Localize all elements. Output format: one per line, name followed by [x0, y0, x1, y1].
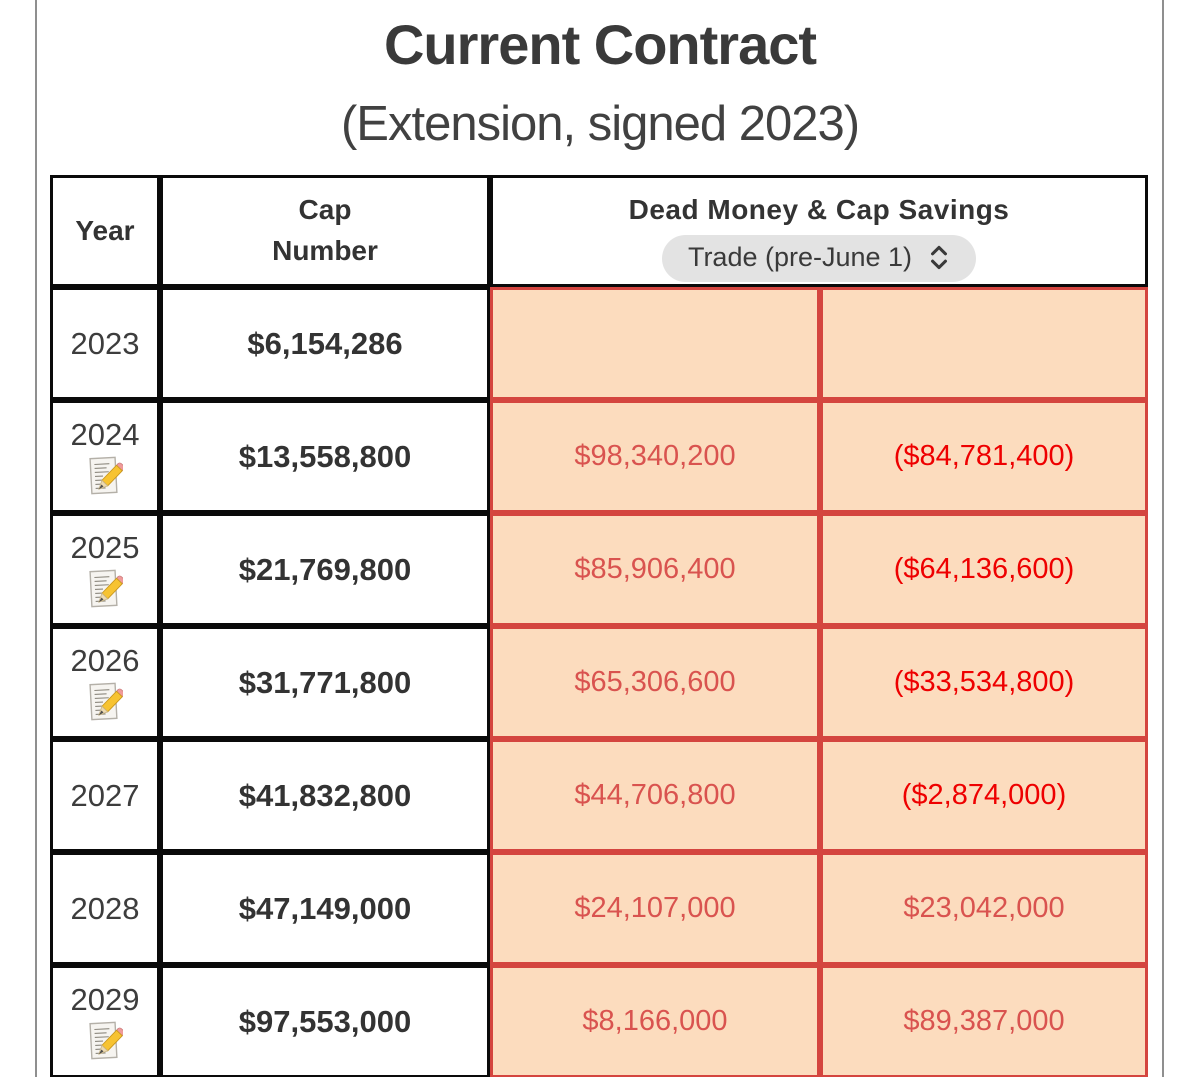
table-row: 2025	[50, 513, 1149, 626]
cap-number-cell: $13,558,800	[160, 400, 490, 513]
cap-savings-cell: ($84,781,400)	[820, 400, 1149, 513]
year-cell: 2025	[50, 513, 160, 626]
year-label: 2028	[70, 890, 140, 926]
year-cell: 2028	[50, 852, 160, 965]
dead-money-cell: $65,306,600	[490, 626, 820, 739]
year-label: 2027	[70, 777, 140, 813]
cap-number-cell: $6,154,286	[160, 287, 490, 400]
note-pencil-icon[interactable]	[87, 568, 123, 610]
cap-savings-cell	[820, 287, 1149, 400]
dead-money-group-label: Dead Money & Cap Savings	[628, 194, 1010, 225]
year-label: 2026	[70, 642, 140, 678]
year-label: 2023	[70, 325, 140, 361]
table-row: 2024	[50, 400, 1149, 513]
table-row: 2023 $6,154,286	[50, 287, 1149, 400]
note-pencil-icon[interactable]	[87, 681, 123, 723]
header-row: Year Cap Number Dead Money & Cap Savings…	[50, 175, 1149, 287]
note-pencil-icon[interactable]	[87, 455, 123, 497]
cap-savings-cell: $89,387,000	[820, 965, 1149, 1077]
page-title: Current Contract	[383, 13, 817, 76]
cap-number-cell: $21,769,800	[160, 513, 490, 626]
table-row: 2029	[50, 965, 1149, 1077]
cap-number-cell: $47,149,000	[160, 852, 490, 965]
chevron-up-down-icon	[931, 245, 948, 270]
dead-money-cell: $44,706,800	[490, 739, 820, 852]
contract-table: Year Cap Number Dead Money & Cap Savings…	[50, 175, 1149, 1077]
note-pencil-icon[interactable]	[87, 1020, 123, 1062]
year-label: 2029	[70, 981, 140, 1017]
cap-savings-cell: ($2,874,000)	[820, 739, 1149, 852]
column-header-dead-money-cap-savings: Dead Money & Cap Savings Trade (pre-June…	[490, 175, 1149, 287]
cap-number-cell: $97,553,000	[160, 965, 490, 1077]
dead-money-cell: $24,107,000	[490, 852, 820, 965]
cap-number-cell: $31,771,800	[160, 626, 490, 739]
contract-table-body: 2023 $6,154,286 2024	[50, 287, 1149, 1077]
table-row: 2027 $41,832,800 $44,706,800 ($2,874,000…	[50, 739, 1149, 852]
year-label: 2024	[70, 416, 140, 452]
dead-money-cell	[490, 287, 820, 400]
panel-left-border	[35, 0, 37, 1077]
dead-money-cell: $85,906,400	[490, 513, 820, 626]
year-cell: 2024	[50, 400, 160, 513]
scenario-select-value: Trade (pre-June 1)	[687, 242, 913, 272]
dead-money-cell: $8,166,000	[490, 965, 820, 1077]
cap-savings-cell: ($64,136,600)	[820, 513, 1149, 626]
table-row: 2026	[50, 626, 1149, 739]
table-row: 2028 $47,149,000 $24,107,000 $23,042,000	[50, 852, 1149, 965]
year-cell: 2023	[50, 287, 160, 400]
cap-savings-cell: ($33,534,800)	[820, 626, 1149, 739]
year-label: 2025	[70, 529, 140, 565]
scenario-select[interactable]: Trade (pre-June 1)	[661, 235, 977, 282]
cap-savings-cell: $23,042,000	[820, 852, 1149, 965]
dead-money-cell: $98,340,200	[490, 400, 820, 513]
year-cell: 2029	[50, 965, 160, 1077]
cap-number-cell: $41,832,800	[160, 739, 490, 852]
column-header-year: Year	[50, 175, 160, 287]
panel-right-border	[1162, 0, 1164, 1077]
year-cell: 2026	[50, 626, 160, 739]
year-cell: 2027	[50, 739, 160, 852]
page-subtitle: (Extension, signed 2023)	[340, 97, 860, 151]
column-header-cap-number: Cap Number	[160, 175, 490, 287]
